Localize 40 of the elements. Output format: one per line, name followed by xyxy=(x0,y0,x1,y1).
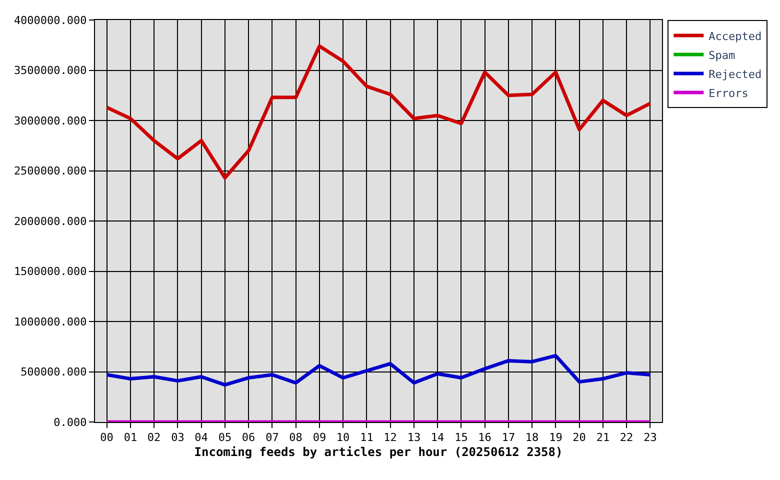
y-tick-label: 2500000.000 xyxy=(14,164,87,178)
legend-label: Spam xyxy=(708,48,736,62)
x-tick-label: 03 xyxy=(171,431,184,444)
y-tick-label: 0.000 xyxy=(54,416,87,429)
line-series xyxy=(105,44,652,180)
x-tick-label: 17 xyxy=(502,431,516,444)
x-tick-label: 05 xyxy=(218,431,232,444)
y-tick-label: 4000000.000 xyxy=(14,14,87,27)
y-tick-label: 3000000.000 xyxy=(14,114,87,128)
legend-label: Rejected xyxy=(708,68,762,81)
x-tick-label: 18 xyxy=(525,431,539,444)
x-tick-label: 23 xyxy=(644,431,657,444)
y-tick-label: 2000000.000 xyxy=(14,214,87,228)
x-tick-label: 19 xyxy=(549,431,562,444)
x-tick-label: 07 xyxy=(266,431,279,444)
x-tick-label: 11 xyxy=(360,431,374,444)
x-tick-label: 20 xyxy=(572,431,586,444)
line-series xyxy=(105,354,652,387)
x-tick-label: 15 xyxy=(454,431,468,444)
x-axis-title: Incoming feeds by articles per hour (20250612 2358) xyxy=(194,445,563,460)
x-tick-label: 01 xyxy=(124,431,138,444)
y-tick-label: 3500000.000 xyxy=(14,64,87,78)
legend-label: Accepted xyxy=(708,30,762,43)
y-tick-label: 1000000.000 xyxy=(14,315,87,328)
y-tick-label: 500000.000 xyxy=(20,366,87,379)
y-tick-label: 1500000.000 xyxy=(14,265,87,278)
x-tick-label: 09 xyxy=(312,431,326,444)
x-tick-label: 00 xyxy=(100,431,114,444)
legend-label: Errors xyxy=(708,86,748,100)
x-tick-label: 04 xyxy=(194,431,208,444)
x-tick-label: 12 xyxy=(384,431,397,444)
x-tick-label: 14 xyxy=(430,431,445,444)
x-tick-label: 22 xyxy=(620,431,634,444)
x-tick-label: 16 xyxy=(478,431,492,444)
x-tick-label: 02 xyxy=(147,431,161,444)
x-tick-label: 10 xyxy=(336,431,350,444)
x-tick-label: 13 xyxy=(407,431,421,444)
x-tick-label: 06 xyxy=(242,431,256,444)
x-tick-label: 21 xyxy=(596,431,610,444)
x-tick-label: 08 xyxy=(289,431,302,444)
